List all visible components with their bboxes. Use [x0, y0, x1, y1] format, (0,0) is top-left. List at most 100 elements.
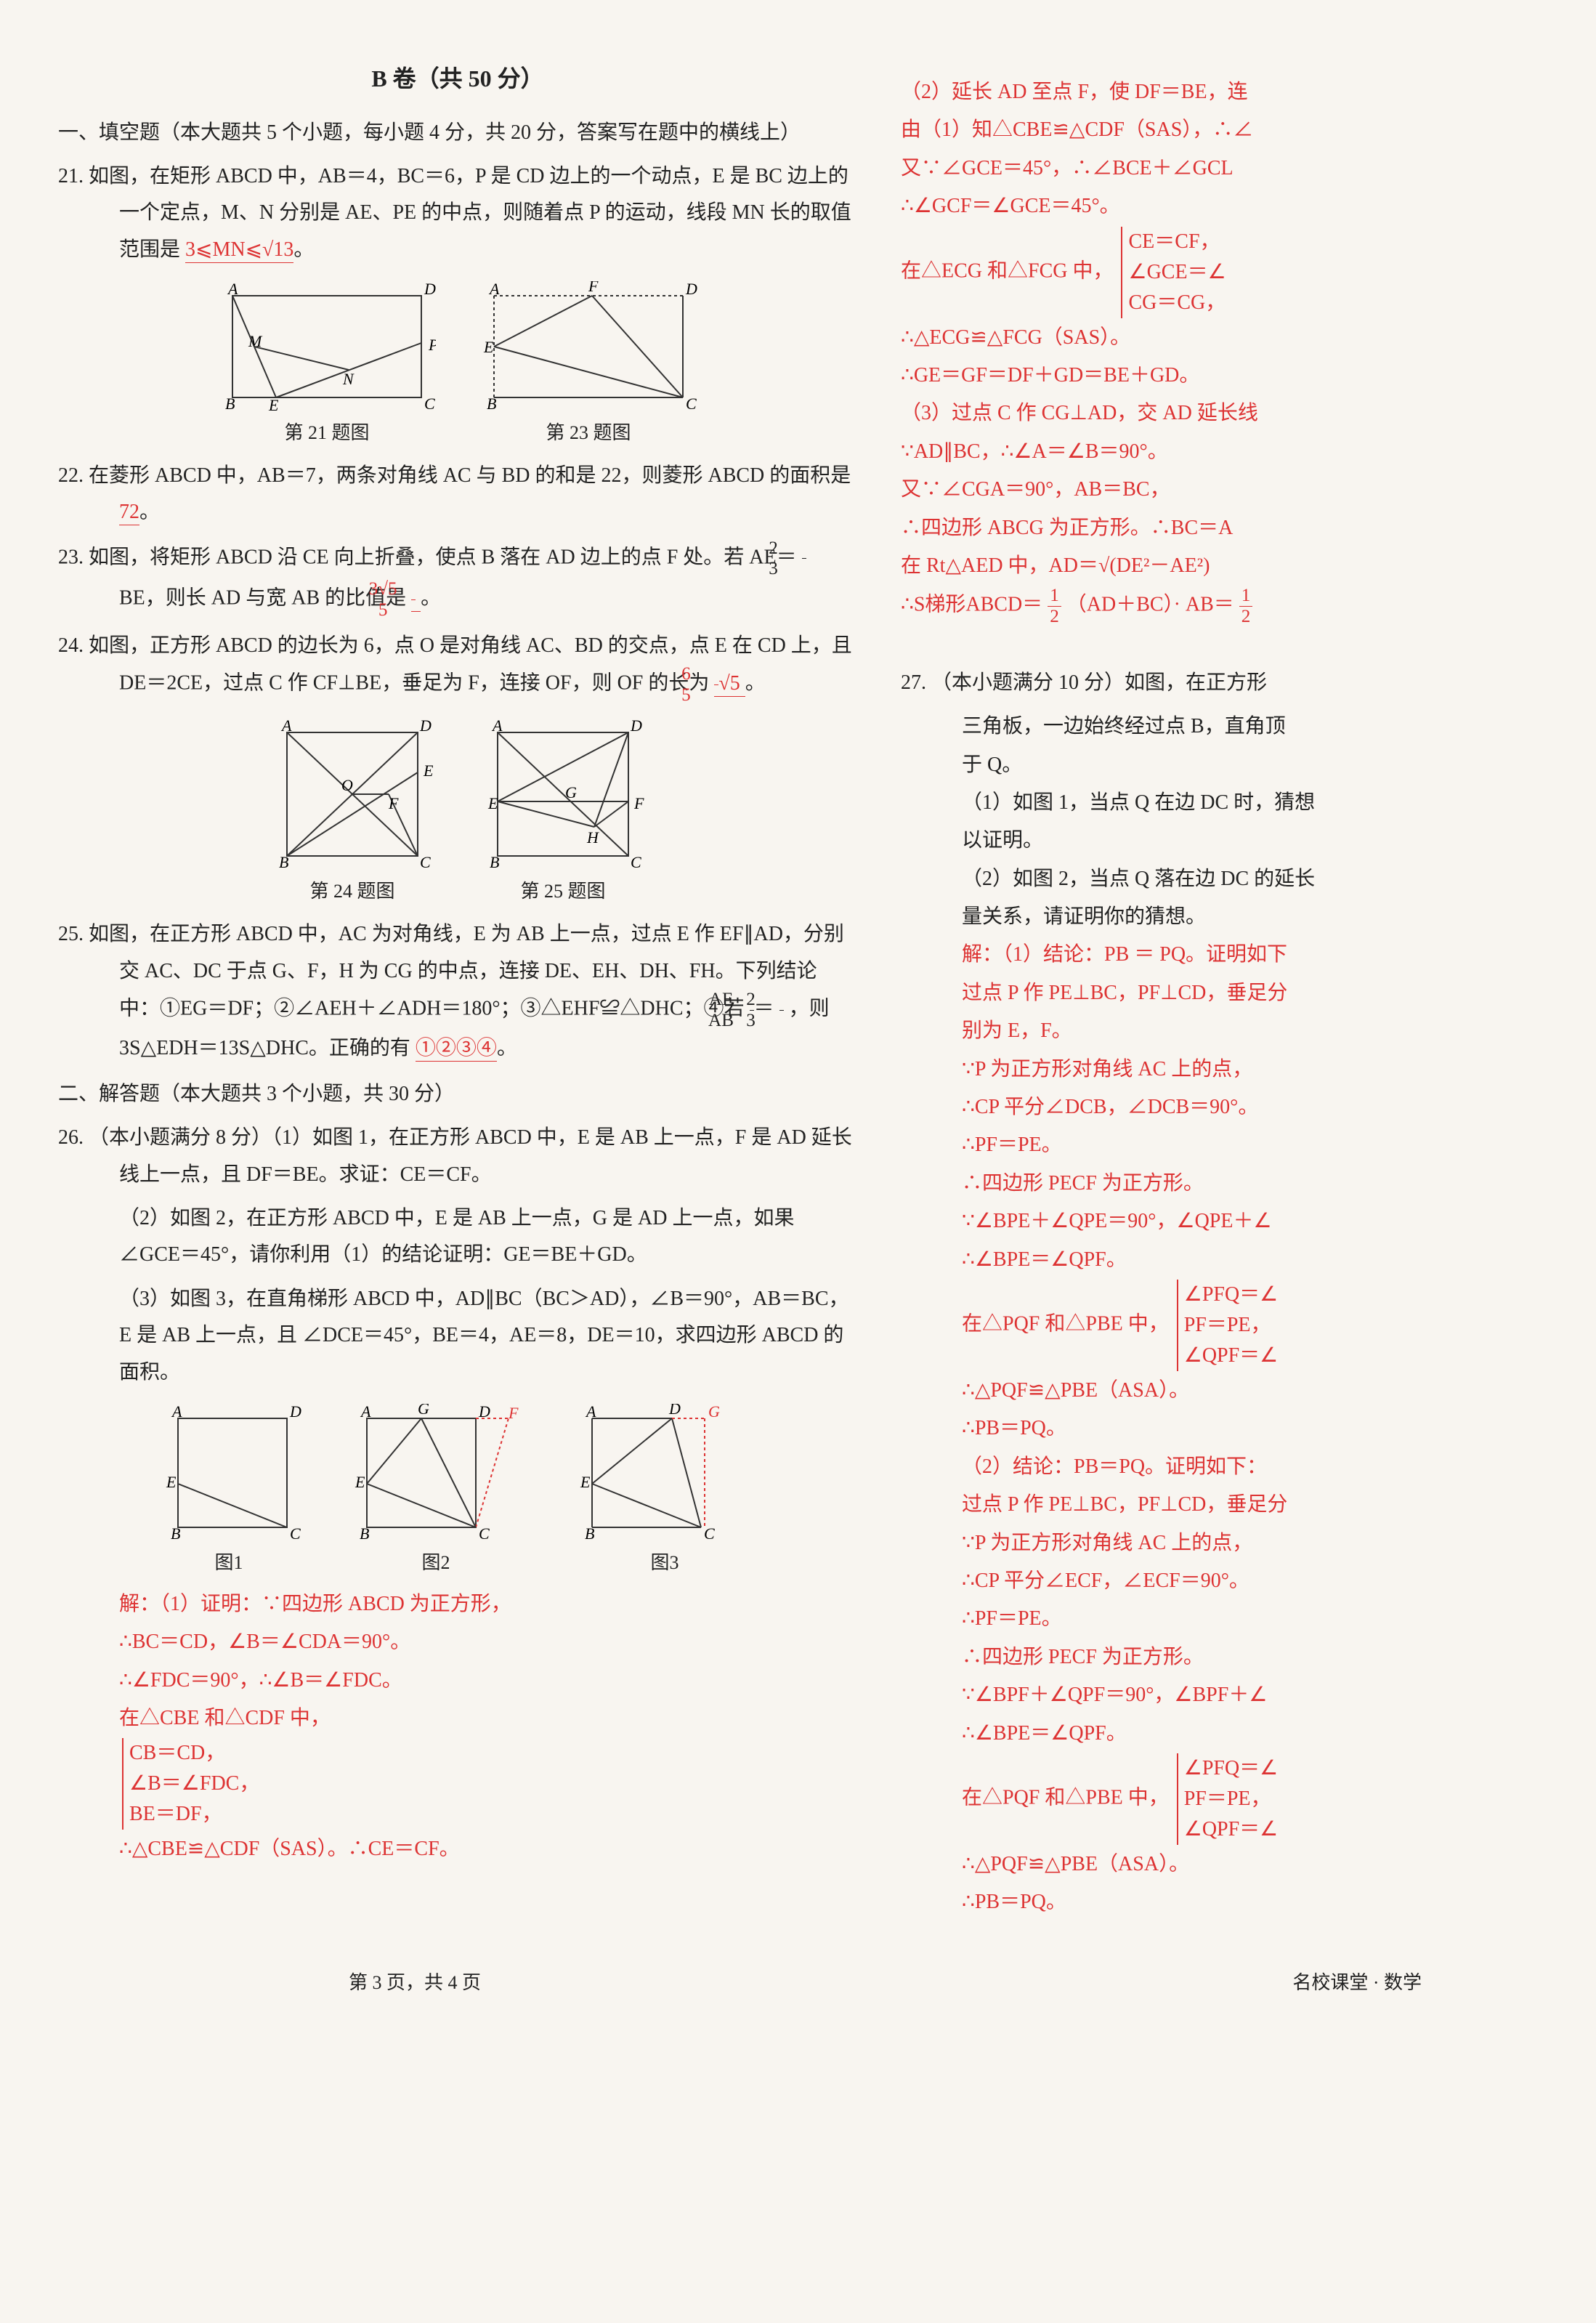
- q27-line: 量关系，请证明你的猜想。: [962, 899, 1567, 935]
- svg-text:E: E: [166, 1473, 177, 1491]
- r-line: ∵AD∥BC，∴∠A＝∠B＝90°。: [901, 434, 1567, 470]
- sol-line: ∴四边形 PECF 为正方形。: [962, 1165, 1567, 1202]
- svg-text:G: G: [565, 783, 577, 801]
- sol-line: ∴∠BPE＝∠QPF。: [962, 1242, 1567, 1278]
- svg-text:P: P: [428, 336, 436, 354]
- sol-line: 解：（1）证明：∵四边形 ABCD 为正方形，: [119, 1586, 857, 1623]
- svg-text:H: H: [586, 828, 599, 847]
- svg-text:A: A: [360, 1404, 371, 1421]
- r-line: （2）延长 AD 至点 F，使 DF＝BE，连: [901, 74, 1567, 110]
- r-line: ∴S梯形ABCD＝ 12 （AD＋BC）· AB＝ 12: [901, 586, 1567, 626]
- q27-line: 三角板，一边始终经过点 B，直角顶: [962, 708, 1567, 745]
- q21-answer: 3⩽MN⩽√13: [185, 238, 293, 263]
- sol-line: 过点 P 作 PE⊥BC，PF⊥CD，垂足分: [962, 975, 1567, 1011]
- fig-row-24-25: A D B C O E F 第 24 题图 A: [58, 718, 857, 909]
- right-column: （2）延长 AD 至点 F，使 DF＝BE，连 由（1）知△CBE≌△CDF（S…: [901, 58, 1567, 1923]
- q24-answer: 6 5 √5: [714, 672, 745, 697]
- problem-27: 27. （本小题满分 10 分）如图，在正方形: [901, 665, 1567, 701]
- svg-text:A: A: [488, 281, 500, 298]
- fig26-cap1: 图1: [214, 1546, 243, 1580]
- right-solution-26: （2）延长 AD 至点 F，使 DF＝BE，连 由（1）知△CBE≌△CDF（S…: [901, 74, 1567, 627]
- q27-solution: 解：（1）结论：PB ＝ PQ。证明如下 过点 P 作 PE⊥BC，PF⊥CD，…: [962, 937, 1567, 1920]
- svg-text:A: A: [585, 1404, 596, 1421]
- svg-text:D: D: [630, 718, 642, 735]
- q27-line: 以证明。: [962, 823, 1567, 859]
- fig-row-26: A D B C E 图1 A D B C E G F: [58, 1404, 857, 1580]
- r-line: ∴△ECG≌△FCG（SAS）。: [901, 320, 1567, 356]
- sol-line: ∴PB＝PQ。: [962, 1884, 1567, 1920]
- r-line: （3）过点 C 作 CG⊥AD，交 AD 延长线: [901, 395, 1567, 432]
- q27-line: 于 Q。: [962, 747, 1567, 783]
- problem-22: 22. 在菱形 ABCD 中，AB＝7，两条对角线 AC 与 BD 的和是 22…: [58, 458, 857, 531]
- q23-answer: 3√5 5: [411, 587, 421, 612]
- problem-23: 23. 如图，将矩形 ABCD 沿 CE 向上折叠，使点 B 落在 AD 边上的…: [58, 538, 857, 621]
- footer-right: 名校课堂 · 数学: [1292, 1966, 1422, 2000]
- svg-text:G: G: [418, 1404, 429, 1418]
- q22-num: 22.: [58, 464, 84, 487]
- svg-text:C: C: [424, 395, 435, 412]
- svg-text:F: F: [388, 794, 399, 812]
- q25-num: 25.: [58, 923, 84, 945]
- svg-text:C: C: [631, 853, 641, 870]
- svg-text:A: A: [491, 718, 503, 735]
- fig-23: A D B C F E 第 23 题图: [479, 281, 697, 451]
- fig23-caption: 第 23 题图: [546, 416, 631, 451]
- problem-26: 26. （本小题满分 8 分）（1）如图 1，在正方形 ABCD 中，E 是 A…: [58, 1120, 857, 1193]
- svg-text:B: B: [487, 395, 496, 412]
- sol-line: ∴四边形 PECF 为正方形。: [962, 1639, 1567, 1676]
- section-1-head: 一、填空题（本大题共 5 个小题，每小题 4 分，共 20 分，答案写在题中的横…: [58, 115, 857, 151]
- svg-text:B: B: [171, 1524, 180, 1542]
- svg-text:F: F: [633, 794, 644, 812]
- sol-line: 在△CBE 和△CDF 中，: [119, 1700, 857, 1737]
- svg-text:C: C: [686, 395, 697, 412]
- left-column: B 卷（共 50 分） 一、填空题（本大题共 5 个小题，每小题 4 分，共 2…: [58, 58, 857, 1923]
- q22-text: 在菱形 ABCD 中，AB＝7，两条对角线 AC 与 BD 的和是 22，则菱形…: [89, 464, 851, 487]
- svg-text:E: E: [580, 1473, 591, 1491]
- problem-25: 25. 如图，在正方形 ABCD 中，AC 为对角线，E 为 AB 上一点，过点…: [58, 916, 857, 1067]
- fig-row-21-23: A D B C E P M N 第 21 题图: [58, 281, 857, 451]
- section-2-head: 二、解答题（本大题共 3 个小题，共 30 分）: [58, 1076, 857, 1112]
- svg-text:C: C: [420, 853, 431, 870]
- problem-21: 21. 如图，在矩形 ABCD 中，AB＝4，BC＝6，P 是 CD 边上的一个…: [58, 158, 857, 268]
- fig25-caption: 第 25 题图: [520, 875, 605, 909]
- q27-num: 27.: [901, 671, 926, 694]
- r-line: 在△ECG 和△FCG 中， CE＝CF， ∠GCE＝∠ CG＝CG，: [901, 227, 1567, 318]
- svg-text:B: B: [585, 1524, 594, 1542]
- q26-solution: 解：（1）证明：∵四边形 ABCD 为正方形， ∴BC＝CD，∠B＝∠CDA＝9…: [119, 1586, 857, 1868]
- svg-text:D: D: [289, 1404, 301, 1421]
- q22-answer: 72: [119, 501, 139, 525]
- q26-num: 26.: [58, 1126, 84, 1149]
- q27-body: 三角板，一边始终经过点 B，直角顶 于 Q。 （1）如图 1，当点 Q 在边 D…: [901, 708, 1567, 935]
- r-line: ∴∠GCF＝∠GCE＝45°。: [901, 188, 1567, 225]
- svg-text:B: B: [490, 853, 499, 870]
- svg-text:E: E: [483, 338, 494, 356]
- svg-text:A: A: [227, 281, 238, 298]
- svg-text:O: O: [341, 776, 353, 794]
- problem-26-2: （2）如图 2，在正方形 ABCD 中，E 是 AB 上一点，G 是 AD 上一…: [58, 1200, 857, 1274]
- q26-text1: （本小题满分 8 分）（1）如图 1，在正方形 ABCD 中，E 是 AB 上一…: [89, 1126, 852, 1185]
- q27-line: （1）如图 1，当点 Q 在边 DC 时，猜想: [962, 785, 1567, 821]
- sol-line: ∴CP 平分∠DCB，∠DCB＝90°。: [962, 1089, 1567, 1126]
- sol-line: 别为 E，F。: [962, 1013, 1567, 1049]
- q26-text3: （3）如图 3，在直角梯形 ABCD 中，AD∥BC（BC＞AD），∠B＝90°…: [119, 1288, 849, 1383]
- footer: 第 3 页，共 4 页 名校课堂 · 数学: [58, 1966, 1567, 2000]
- sol-line: ∵∠BPE＋∠QPE＝90°，∠QPE＋∠: [962, 1203, 1567, 1240]
- svg-text:F: F: [508, 1404, 519, 1422]
- sol-line: ∵∠BPF＋∠QPF＝90°，∠BPF＋∠: [962, 1677, 1567, 1713]
- footer-left: 第 3 页，共 4 页: [349, 1966, 481, 2000]
- q23-num: 23.: [58, 546, 84, 568]
- svg-text:C: C: [704, 1524, 715, 1542]
- sol-cases: 在△PQF 和△PBE 中， ∠PFQ＝∠ PF＝PE， ∠QPF＝∠: [962, 1753, 1567, 1845]
- svg-text:A: A: [280, 718, 292, 735]
- sol-line: ∴CP 平分∠ECF，∠ECF＝90°。: [962, 1563, 1567, 1599]
- sol-line: ∴△CBE≌△CDF（SAS）。∴CE＝CF。: [119, 1831, 857, 1867]
- svg-text:E: E: [268, 396, 279, 412]
- fig-26-1: A D B C E 图1: [156, 1404, 301, 1580]
- sol-line: ∴∠FDC＝90°，∴∠B＝∠FDC。: [119, 1663, 857, 1699]
- sol-line: ∵P 为正方形对角线 AC 上的点，: [962, 1051, 1567, 1088]
- sol-line: ∵P 为正方形对角线 AC 上的点，: [962, 1525, 1567, 1562]
- svg-text:M: M: [248, 332, 263, 350]
- problem-24: 24. 如图，正方形 ABCD 的边长为 6，点 O 是对角线 AC、BD 的交…: [58, 628, 857, 706]
- fig24-caption: 第 24 题图: [309, 875, 394, 909]
- q24-num: 24.: [58, 634, 84, 657]
